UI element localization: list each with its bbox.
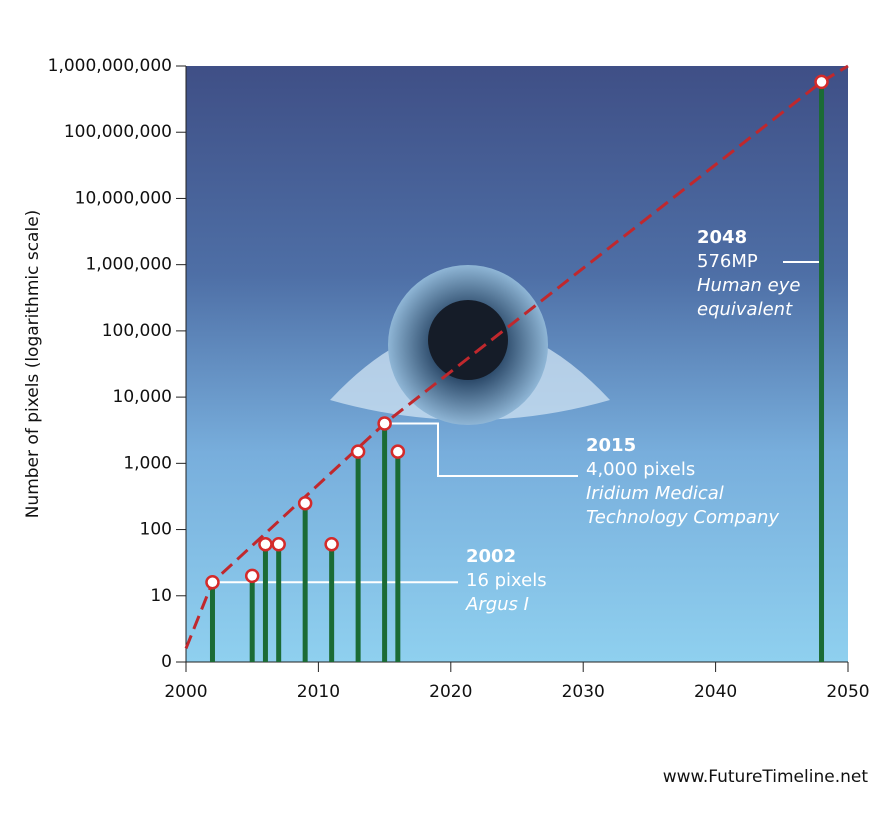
data-point [350, 444, 366, 459]
stem-bar [209, 582, 215, 662]
y-tick-label: 1,000 [123, 453, 172, 473]
x-tick-label: 2040 [694, 682, 737, 702]
y-tick-label: 1,000,000 [85, 255, 172, 275]
stem-bar [276, 544, 282, 662]
x-tick-label: 2030 [562, 682, 605, 702]
data-point [244, 568, 260, 584]
stem-bar [329, 544, 335, 662]
data-point [324, 536, 339, 552]
data-point [390, 444, 406, 459]
stem-bar [262, 544, 268, 662]
y-tick-label: 1,000,000,000 [48, 56, 172, 76]
y-tick-label: 0 [161, 652, 172, 672]
annotation-line: Technology Company [586, 507, 779, 528]
annotation-line: Human eye [697, 275, 800, 296]
data-point [205, 575, 220, 590]
data-point [297, 495, 313, 511]
annotation-title: 2015 [586, 435, 636, 456]
data-point [271, 536, 286, 552]
y-tick-label: 100,000 [102, 321, 172, 341]
data-point [814, 74, 829, 90]
annotation-line: equivalent [697, 299, 793, 320]
annotation-line: 16 pixels [466, 570, 547, 591]
stem-bar [249, 575, 255, 662]
y-tick-label: 10,000 [113, 387, 172, 407]
source: www.FutureTimeline.net [663, 767, 869, 787]
stem-bar [395, 451, 401, 662]
annotation-title: 2048 [697, 227, 747, 248]
y-tick-label: 100 [140, 520, 172, 540]
pupil-decoration [428, 300, 508, 380]
annotation-line: Argus I [465, 594, 529, 615]
x-tick-label: 2020 [429, 682, 472, 702]
stem-bar [819, 81, 825, 662]
data-point [377, 416, 392, 431]
annotation-line: 4,000 pixels [586, 459, 695, 480]
annotation-line: 576MP [697, 251, 758, 272]
y-tick-label: 10,000,000 [75, 188, 172, 208]
stem-bar [382, 423, 388, 662]
x-tick-label: 2000 [164, 682, 207, 702]
stem-bar [302, 503, 308, 662]
x-tick-label: 2050 [826, 682, 869, 702]
annotation-line: Iridium Medical [586, 483, 724, 504]
annotation-connector [384, 422, 578, 477]
y-axis-label: Number of pixels (logarithmic scale) [23, 210, 43, 519]
y-tick-label: 10 [150, 586, 172, 606]
data-point [258, 536, 273, 552]
y-tick-label: 100,000,000 [64, 122, 172, 142]
stem-bar [355, 451, 361, 662]
x-tick-label: 2010 [297, 682, 340, 702]
annotation-title: 2002 [466, 546, 516, 567]
